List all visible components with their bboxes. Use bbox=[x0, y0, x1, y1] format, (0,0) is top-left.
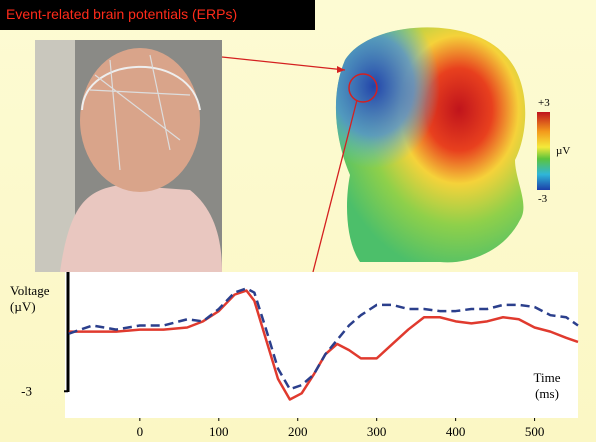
colorbar-max: +3 bbox=[538, 97, 550, 109]
head-map bbox=[336, 27, 525, 262]
x-tick-label: 0 bbox=[137, 424, 144, 439]
slide-graphics: Event-related brain potentials (ERPs) +3… bbox=[0, 0, 596, 442]
y-tick-label: -3 bbox=[21, 383, 32, 398]
x-axis-label: Time (ms) bbox=[527, 370, 567, 402]
x-tick-label: 400 bbox=[446, 424, 466, 439]
color-bar bbox=[537, 112, 550, 190]
x-tick-label: 500 bbox=[525, 424, 545, 439]
slide: Event-related brain potentials (ERPs) +3… bbox=[0, 0, 596, 442]
colorbar-unit: µV bbox=[556, 145, 570, 157]
x-tick-label: 100 bbox=[209, 424, 229, 439]
y-axis-label: Voltage (µV) bbox=[10, 283, 60, 315]
pointer-line bbox=[222, 57, 345, 70]
slide-title: Event-related brain potentials (ERPs) bbox=[6, 6, 237, 22]
chart-panel bbox=[65, 272, 578, 418]
x-tick-label: 300 bbox=[367, 424, 387, 439]
photo bbox=[35, 40, 222, 272]
x-tick-label: 200 bbox=[288, 424, 308, 439]
colorbar-min: -3 bbox=[538, 193, 548, 205]
